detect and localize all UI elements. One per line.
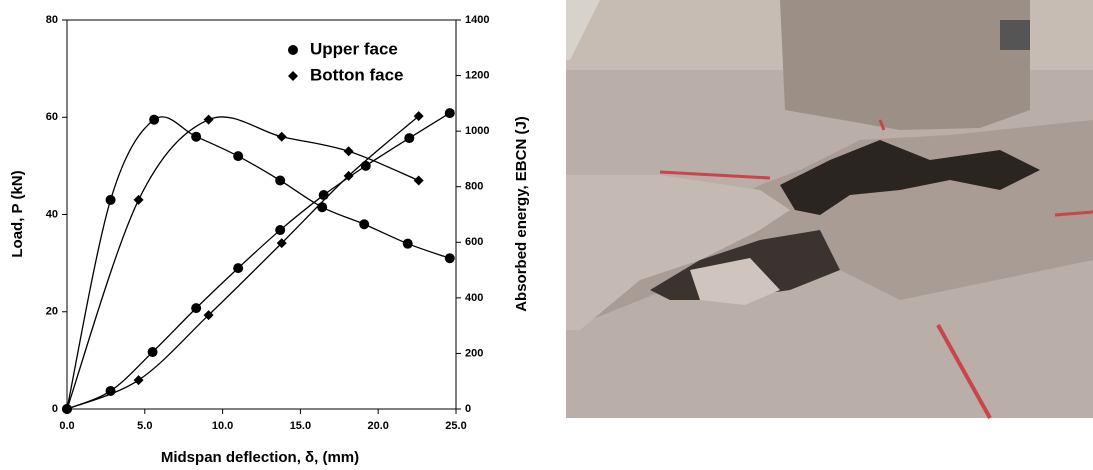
x-axis-title: Midspan deflection, δ, (mm) (161, 449, 359, 466)
marker (344, 146, 354, 156)
photo (566, 0, 1093, 418)
x-tick-label: 5.0 (137, 420, 152, 432)
marker (233, 263, 243, 273)
legend-marker (288, 71, 298, 81)
y2-tick-label: 600 (465, 236, 483, 248)
x-tick-label: 25.0 (445, 420, 466, 432)
y-tick-label: 0 (52, 403, 58, 415)
marker (277, 132, 287, 142)
x-tick-label: 20.0 (367, 420, 388, 432)
y-tick-label: 60 (46, 111, 58, 123)
marker (191, 303, 201, 313)
photo-loading-block (780, 0, 1030, 130)
series-line (67, 116, 419, 409)
photo-bolt (1000, 20, 1030, 50)
legend-label: Botton face (310, 65, 404, 84)
x-tick-label: 0.0 (59, 420, 74, 432)
marker (134, 375, 144, 385)
marker (445, 253, 455, 263)
legend-marker (288, 45, 298, 55)
figure: Midspan deflection, δ, (mm) Load, P (kN)… (0, 0, 1093, 470)
y-tick-label: 80 (46, 14, 58, 26)
marker (233, 151, 243, 161)
legend-label: Upper face (310, 39, 398, 58)
marker (445, 108, 455, 118)
y2-tick-label: 800 (465, 181, 483, 193)
y2-tick-label: 1200 (465, 69, 489, 81)
marker (361, 161, 371, 171)
marker (204, 115, 214, 125)
y-axis-title: Load, P (kN) (9, 170, 26, 257)
marker (404, 133, 414, 143)
marker (106, 195, 116, 205)
marker (191, 132, 201, 142)
y2-tick-label: 1000 (465, 125, 489, 137)
marker (319, 190, 329, 200)
marker (403, 239, 413, 249)
marker (359, 219, 369, 229)
x-tick-label: 10.0 (212, 420, 233, 432)
series-line (67, 117, 450, 409)
x-tick-label: 15.0 (290, 420, 311, 432)
marker (149, 115, 159, 125)
series-line (67, 113, 450, 409)
y-tick-label: 20 (46, 306, 58, 318)
y2-tick-label: 0 (465, 403, 471, 415)
marker (275, 225, 285, 235)
marker (317, 202, 327, 212)
marker (134, 195, 144, 205)
y2-axis-title: Absorbed energy, EBCN (J) (513, 116, 530, 312)
y2-tick-label: 200 (465, 347, 483, 359)
y-tick-label: 40 (46, 208, 58, 220)
marker (148, 347, 158, 357)
marker (414, 175, 424, 185)
y2-tick-label: 400 (465, 292, 483, 304)
marker (275, 175, 285, 185)
y2-tick-label: 1400 (465, 14, 489, 26)
